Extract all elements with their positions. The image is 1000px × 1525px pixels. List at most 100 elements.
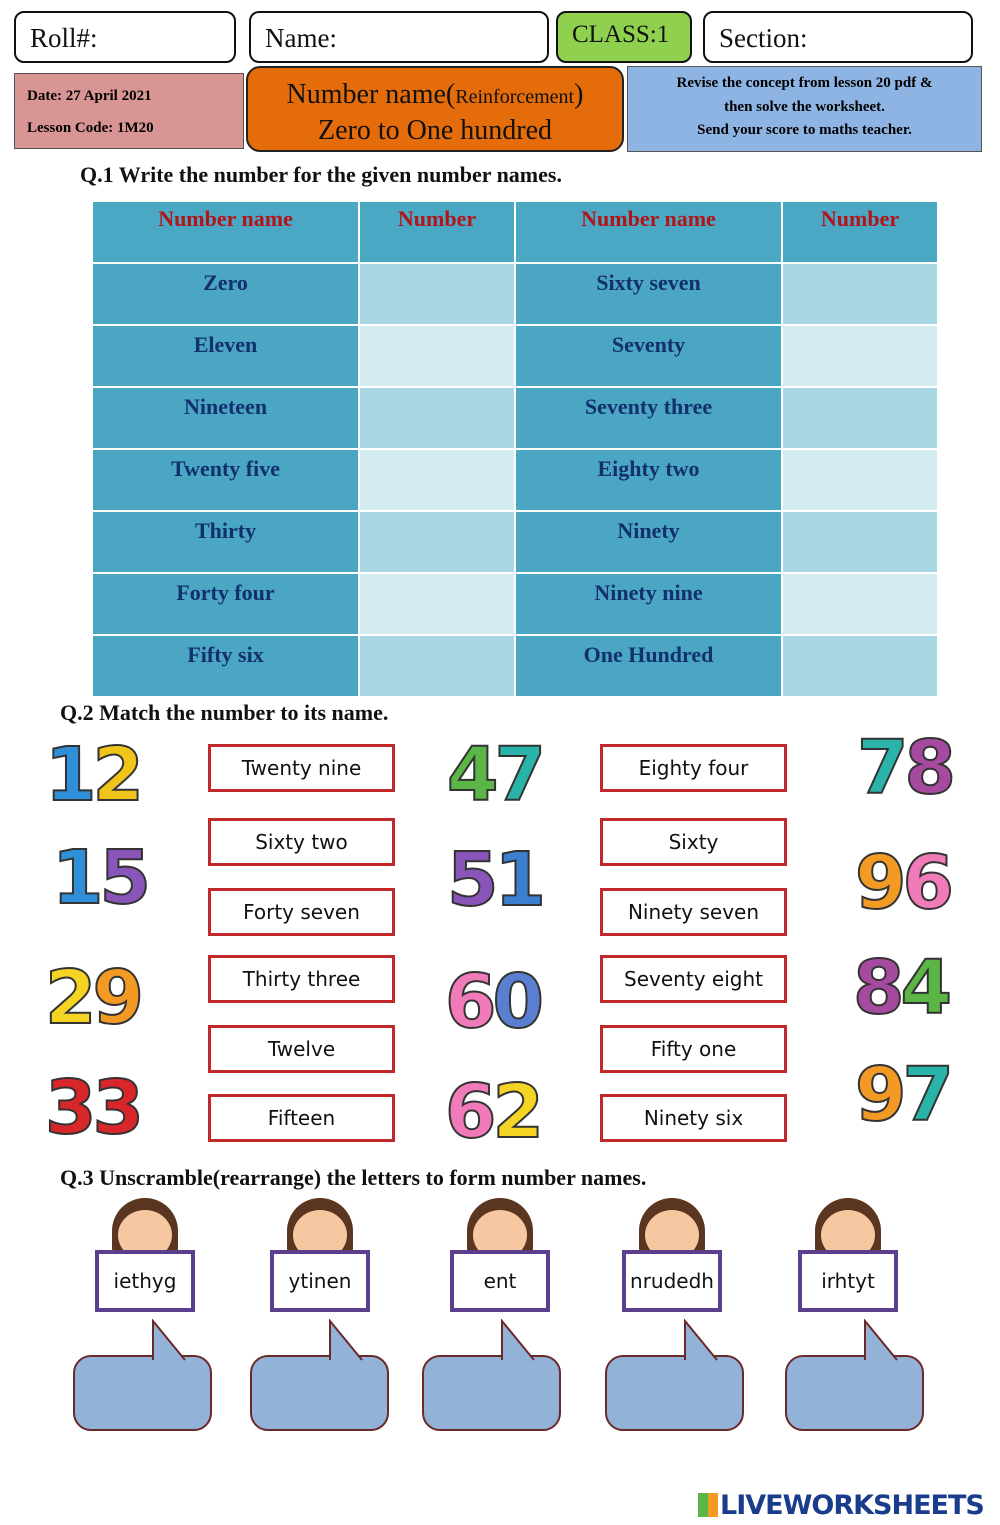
answer-input[interactable] bbox=[783, 512, 937, 572]
liveworksheets-logo: LIVEWORKSHEETS bbox=[698, 1490, 985, 1521]
number-picture-96[interactable]: 96 bbox=[854, 840, 955, 926]
scrambled-word: irhtyt bbox=[798, 1250, 898, 1312]
digit: 1 bbox=[44, 732, 97, 818]
answer-input[interactable] bbox=[360, 388, 514, 448]
name-label: Name: bbox=[265, 23, 337, 53]
answer-input[interactable] bbox=[360, 264, 514, 324]
number-picture-97[interactable]: 97 bbox=[854, 1052, 955, 1138]
col-header: Number bbox=[360, 202, 514, 262]
col-header: Number name bbox=[515, 202, 782, 262]
answer-speech-bubble[interactable] bbox=[422, 1319, 561, 1431]
match-label[interactable]: Sixty two bbox=[208, 818, 395, 866]
col-header: Number name bbox=[93, 202, 359, 262]
answer-speech-bubble[interactable] bbox=[73, 1319, 212, 1431]
digit: 6 bbox=[444, 959, 497, 1045]
number-picture-29[interactable]: 29 bbox=[44, 955, 145, 1041]
match-label[interactable]: Twenty nine bbox=[208, 744, 395, 792]
answer-input[interactable] bbox=[360, 326, 514, 386]
class-badge: CLASS:1 bbox=[556, 11, 692, 63]
number-picture-78[interactable]: 78 bbox=[856, 725, 957, 811]
scrambled-word: iethyg bbox=[95, 1250, 195, 1312]
table-row: Fifty six One Hundred bbox=[93, 636, 937, 696]
roll-label: Roll#: bbox=[30, 23, 98, 53]
title-close: ) bbox=[574, 79, 584, 110]
number-name-cell: Ninety nine bbox=[515, 574, 782, 634]
digit: 2 bbox=[492, 1069, 545, 1155]
number-name-cell: Ninety bbox=[515, 512, 782, 572]
match-label[interactable]: Seventy eight bbox=[600, 955, 787, 1003]
roll-field[interactable]: Roll#: bbox=[14, 11, 236, 63]
answer-input[interactable] bbox=[783, 388, 937, 448]
scrambled-word: ent bbox=[450, 1250, 550, 1312]
section-label: Section: bbox=[719, 23, 808, 53]
answer-input[interactable] bbox=[783, 450, 937, 510]
number-picture-84[interactable]: 84 bbox=[852, 945, 953, 1031]
digit: 7 bbox=[856, 725, 909, 811]
number-name-cell: Thirty bbox=[93, 512, 359, 572]
match-label[interactable]: Forty seven bbox=[208, 888, 395, 936]
q1-title: Q.1 Write the number for the given numbe… bbox=[80, 162, 562, 187]
answer-input[interactable] bbox=[783, 264, 937, 324]
number-name-cell: Sixty seven bbox=[515, 264, 782, 324]
number-picture-62[interactable]: 62 bbox=[444, 1069, 545, 1155]
answer-speech-bubble[interactable] bbox=[250, 1319, 389, 1431]
number-picture-47[interactable]: 47 bbox=[446, 732, 547, 818]
name-field[interactable]: Name: bbox=[249, 11, 549, 63]
number-name-cell: Seventy bbox=[515, 326, 782, 386]
girl-with-sign: iethyg bbox=[90, 1198, 200, 1320]
answer-input[interactable] bbox=[783, 636, 937, 696]
number-picture-12[interactable]: 12 bbox=[44, 732, 145, 818]
answer-speech-bubble[interactable] bbox=[605, 1319, 744, 1431]
instruction-line: then solve the worksheet. bbox=[724, 98, 885, 115]
number-picture-60[interactable]: 60 bbox=[444, 959, 545, 1045]
digit: 4 bbox=[446, 732, 499, 818]
class-label: CLASS:1 bbox=[572, 21, 670, 48]
table-row: Nineteen Seventy three bbox=[93, 388, 937, 448]
number-picture-33[interactable]: 33 bbox=[44, 1065, 145, 1151]
number-name-cell: Eighty two bbox=[515, 450, 782, 510]
number-name-cell: Eleven bbox=[93, 326, 359, 386]
match-label[interactable]: Fifty one bbox=[600, 1025, 787, 1073]
col-header: Number bbox=[783, 202, 937, 262]
digit: 9 bbox=[92, 955, 145, 1041]
answer-input[interactable] bbox=[360, 512, 514, 572]
digit: 7 bbox=[902, 1052, 955, 1138]
number-picture-51[interactable]: 51 bbox=[446, 839, 547, 921]
match-label[interactable]: Twelve bbox=[208, 1025, 395, 1073]
table-row: Eleven Seventy bbox=[93, 326, 937, 386]
digit: 3 bbox=[44, 1065, 97, 1151]
bubble-tail bbox=[501, 1319, 535, 1361]
number-picture-15[interactable]: 15 bbox=[51, 837, 152, 919]
bubble-tail bbox=[684, 1319, 718, 1361]
digit: 2 bbox=[44, 955, 97, 1041]
match-label[interactable]: Sixty bbox=[600, 818, 787, 866]
answer-input[interactable] bbox=[360, 450, 514, 510]
match-label[interactable]: Eighty four bbox=[600, 744, 787, 792]
worksheet-title: Number name(Reinforcement) Zero to One h… bbox=[246, 66, 624, 152]
digit: 6 bbox=[902, 840, 955, 926]
digit: 2 bbox=[92, 732, 145, 818]
table-row: Forty four Ninety nine bbox=[93, 574, 937, 634]
match-label[interactable]: Thirty three bbox=[208, 955, 395, 1003]
q3-title: Q.3 Unscramble(rearrange) the letters to… bbox=[60, 1165, 647, 1190]
answer-input[interactable] bbox=[783, 326, 937, 386]
answer-input[interactable] bbox=[360, 636, 514, 696]
number-name-cell: Forty four bbox=[93, 574, 359, 634]
answer-input[interactable] bbox=[360, 574, 514, 634]
lesson-code-text: Lesson Code: 1M20 bbox=[27, 120, 154, 136]
title-main: Number name( bbox=[286, 79, 456, 110]
number-name-cell: One Hundred bbox=[515, 636, 782, 696]
match-label[interactable]: Ninety seven bbox=[600, 888, 787, 936]
q1-table: Number name Number Number name Number Ze… bbox=[91, 200, 939, 698]
section-field[interactable]: Section: bbox=[703, 11, 973, 63]
digit: 4 bbox=[900, 945, 953, 1031]
digit: 6 bbox=[444, 1069, 497, 1155]
match-label[interactable]: Ninety six bbox=[600, 1094, 787, 1142]
answer-input[interactable] bbox=[783, 574, 937, 634]
digit: 3 bbox=[92, 1065, 145, 1151]
date-text: Date: 27 April 2021 bbox=[27, 88, 152, 104]
digit: 9 bbox=[854, 840, 907, 926]
answer-speech-bubble[interactable] bbox=[785, 1319, 924, 1431]
match-label[interactable]: Fifteen bbox=[208, 1094, 395, 1142]
table-header: Number name Number Number name Number bbox=[93, 202, 937, 262]
